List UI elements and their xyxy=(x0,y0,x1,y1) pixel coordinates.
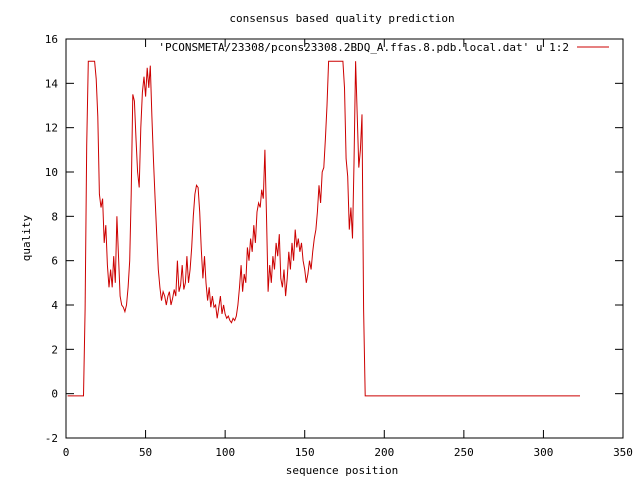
x-tick-label: 350 xyxy=(613,446,633,459)
x-axis-ticks: 0 50 100 150 200 250 300 350 xyxy=(63,39,633,459)
y-tick-label: 10 xyxy=(45,166,58,179)
y-tick-label: 2 xyxy=(51,343,58,356)
x-tick-label: 150 xyxy=(295,446,315,459)
y-tick-label: 12 xyxy=(45,122,58,135)
chart-title: consensus based quality prediction xyxy=(229,12,454,25)
y-tick-label: 6 xyxy=(51,255,58,268)
x-axis-label: sequence position xyxy=(286,464,399,477)
y-tick-label: 8 xyxy=(51,210,58,223)
y-tick-label: 4 xyxy=(51,299,58,312)
x-tick-label: 0 xyxy=(63,446,70,459)
y-tick-label: 16 xyxy=(45,33,58,46)
y-axis-ticks: -2 0 2 4 6 8 10 12 14 16 xyxy=(45,33,623,445)
legend: 'PCONSMETA/23308/pcons23308.2BDQ_A.ffas.… xyxy=(158,41,609,54)
legend-label: 'PCONSMETA/23308/pcons23308.2BDQ_A.ffas.… xyxy=(158,41,569,54)
y-axis-label: quality xyxy=(20,214,33,261)
y-tick-label: -2 xyxy=(45,432,58,445)
x-tick-label: 200 xyxy=(374,446,394,459)
series-line xyxy=(67,60,580,397)
plot-frame xyxy=(65,38,624,439)
series-layer xyxy=(67,60,580,397)
x-tick-label: 300 xyxy=(533,446,553,459)
y-tick-label: 0 xyxy=(51,388,58,401)
x-tick-label: 250 xyxy=(454,446,474,459)
y-tick-label: 14 xyxy=(45,77,59,90)
x-tick-label: 100 xyxy=(215,446,235,459)
x-tick-label: 50 xyxy=(139,446,152,459)
